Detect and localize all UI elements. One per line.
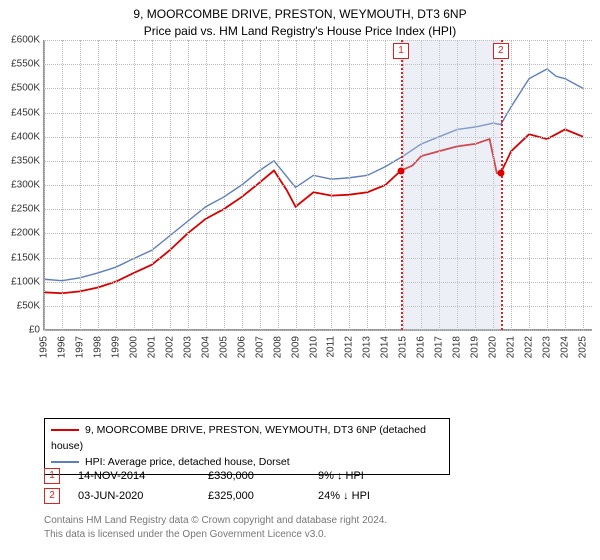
footer-line2: This data is licensed under the Open Gov… bbox=[44, 528, 387, 542]
event-row-1: 1 14-NOV-2014 £330,000 9% ↓ HPI bbox=[44, 466, 370, 486]
event-marker-1: 1 bbox=[44, 468, 60, 484]
chart-container: 9, MOORCOMBE DRIVE, PRESTON, WEYMOUTH, D… bbox=[0, 0, 600, 560]
event-change-2: 24% ↓ HPI bbox=[318, 490, 370, 502]
legend-item-1: 9, MOORCOMBE DRIVE, PRESTON, WEYMOUTH, D… bbox=[51, 423, 443, 455]
events-table: 1 14-NOV-2014 £330,000 9% ↓ HPI 2 03-JUN… bbox=[44, 466, 370, 506]
event-date-1: 14-NOV-2014 bbox=[78, 470, 208, 482]
event-row-2: 2 03-JUN-2020 £325,000 24% ↓ HPI bbox=[44, 486, 370, 506]
event-date-2: 03-JUN-2020 bbox=[78, 490, 208, 502]
event-price-1: £330,000 bbox=[208, 470, 318, 482]
event-marker-2: 2 bbox=[44, 488, 60, 504]
footer: Contains HM Land Registry data © Crown c… bbox=[44, 514, 387, 542]
chart-title: 9, MOORCOMBE DRIVE, PRESTON, WEYMOUTH, D… bbox=[0, 0, 600, 40]
title-line2: Price paid vs. HM Land Registry's House … bbox=[0, 23, 600, 40]
title-line1: 9, MOORCOMBE DRIVE, PRESTON, WEYMOUTH, D… bbox=[0, 6, 600, 23]
legend-label-1: 9, MOORCOMBE DRIVE, PRESTON, WEYMOUTH, D… bbox=[51, 424, 426, 452]
footer-line1: Contains HM Land Registry data © Crown c… bbox=[44, 514, 387, 528]
event-change-1: 9% ↓ HPI bbox=[318, 470, 364, 482]
legend-swatch-1 bbox=[51, 429, 79, 431]
event-price-2: £325,000 bbox=[208, 490, 318, 502]
plot-area: £0£50K£100K£150K£200K£250K£300K£350K£400… bbox=[0, 40, 600, 375]
legend-swatch-2 bbox=[51, 461, 79, 463]
plot-region: 12 bbox=[44, 40, 592, 330]
